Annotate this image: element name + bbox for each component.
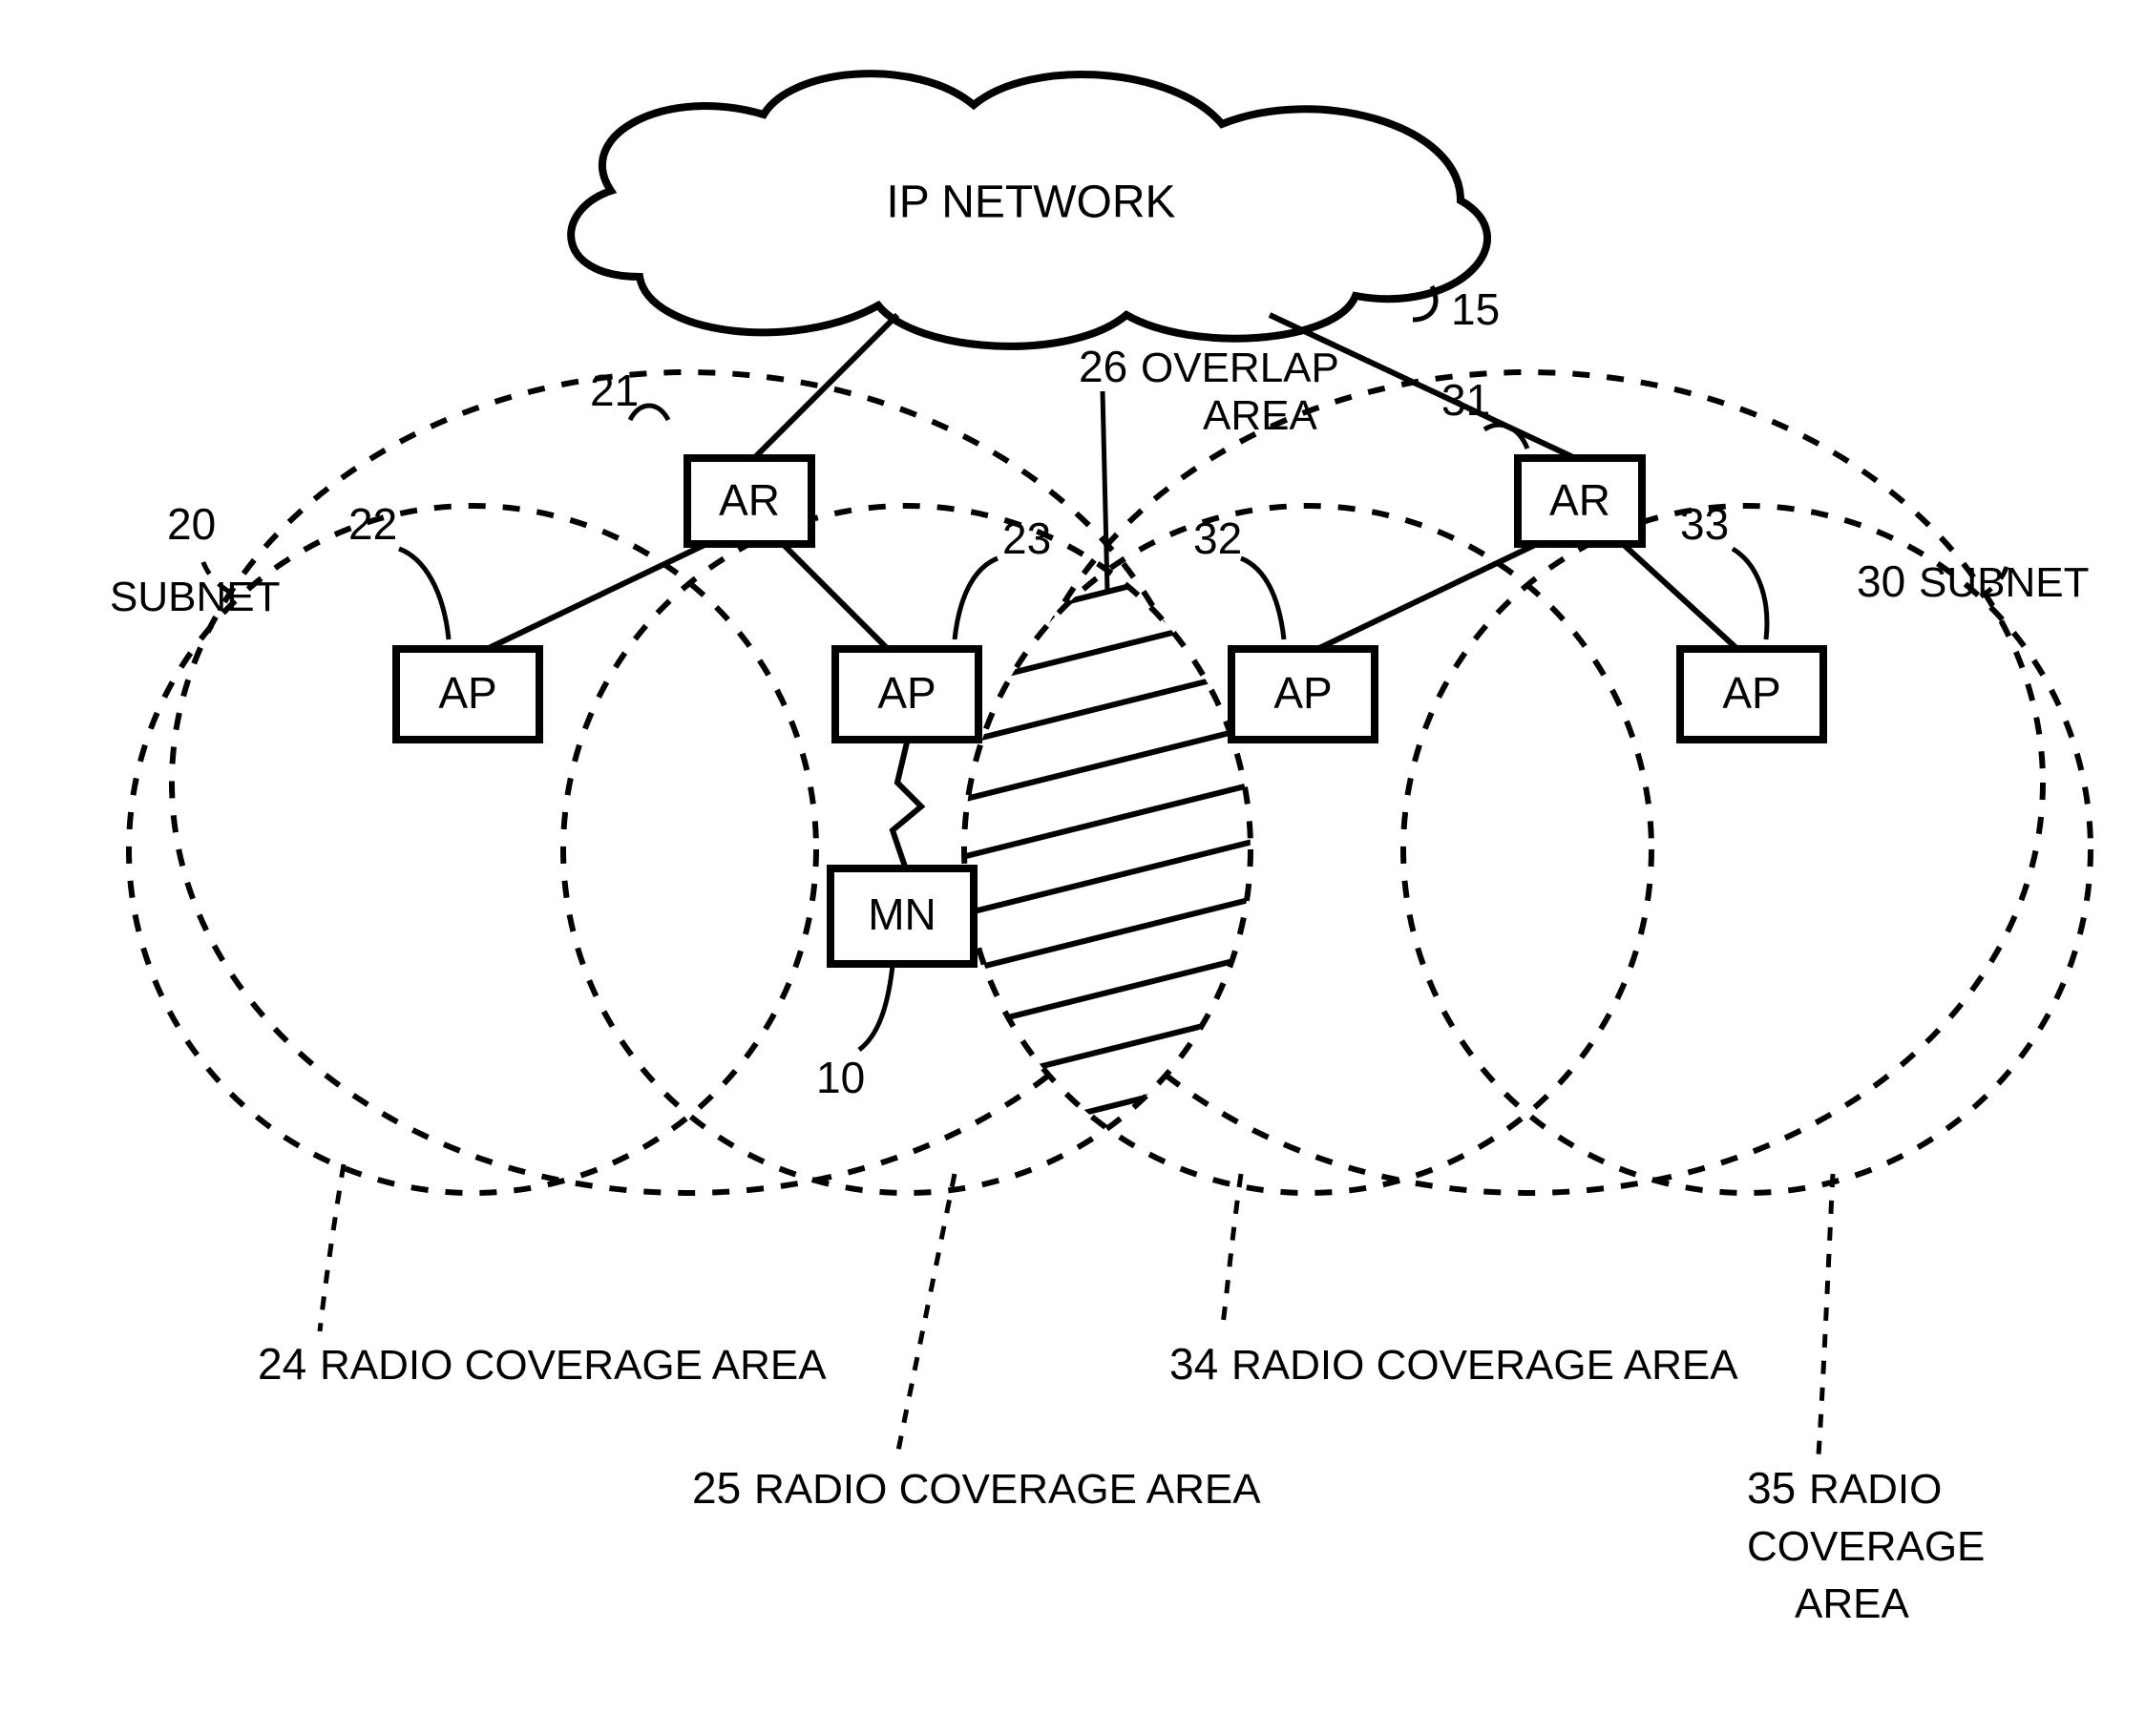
ref-leader-35 xyxy=(1819,1174,1833,1455)
overlap-label-line2: AREA xyxy=(1203,392,1317,439)
ap-22-node: AP xyxy=(396,649,539,740)
ref-num-22: 22 xyxy=(348,499,397,549)
cloud-label: IP NETWORK xyxy=(886,178,1175,228)
ref-leader-32 xyxy=(1241,558,1284,639)
ar-21-label: AR xyxy=(719,475,780,525)
link-ar21-ap22 xyxy=(487,544,706,649)
overlap-label-line1: OVERLAP xyxy=(1141,345,1339,391)
ar-31-label: AR xyxy=(1549,475,1610,525)
ap-23-label: AP xyxy=(877,668,936,718)
overlap-area xyxy=(921,496,1293,1203)
ref-num-21: 21 xyxy=(590,366,639,415)
ref-num-10: 10 xyxy=(816,1053,865,1102)
coverage-35-label-line2: COVERAGE xyxy=(1747,1523,1985,1570)
ar-31-node: AR xyxy=(1518,458,1642,544)
ref-num-34: 34 xyxy=(1169,1339,1218,1389)
ref-num-31: 31 xyxy=(1441,375,1490,425)
ref-num-26: 26 xyxy=(1079,342,1127,391)
coverage-35-label-line3: AREA xyxy=(1795,1580,1909,1627)
ref-leader-24 xyxy=(320,1164,344,1331)
link-cloud-ar21 xyxy=(754,315,897,458)
coverage-34-label: RADIO COVERAGE AREA xyxy=(1231,1342,1738,1389)
ap-32-label: AP xyxy=(1273,668,1332,718)
ref-leader-33 xyxy=(1733,549,1767,639)
subnet-30-label: SUBNET xyxy=(1919,559,2089,606)
ref-leader-10 xyxy=(859,966,893,1050)
ip-network-cloud: IP NETWORK xyxy=(571,73,1487,346)
ref-num-20: 20 xyxy=(167,499,216,549)
ref-num-23: 23 xyxy=(1002,513,1051,563)
ref-leader-26 xyxy=(1103,391,1107,592)
coverage-25-label: RADIO COVERAGE AREA xyxy=(754,1466,1261,1513)
ref-leader-34 xyxy=(1222,1174,1241,1331)
mn-10-node: MN xyxy=(831,868,974,964)
subnet-20-label: SUBNET xyxy=(110,574,280,620)
ref-num-32: 32 xyxy=(1193,513,1242,563)
ref-num-30: 30 xyxy=(1857,556,1905,606)
ref-num-33: 33 xyxy=(1680,499,1729,549)
ref-num-25: 25 xyxy=(692,1463,741,1513)
ref-num-24: 24 xyxy=(258,1339,306,1389)
ref-num-35: 35 xyxy=(1747,1463,1796,1513)
wireless-link-icon xyxy=(893,743,921,867)
ap-33-label: AP xyxy=(1722,668,1780,718)
ref-num-15: 15 xyxy=(1451,284,1500,334)
coverage-35 xyxy=(1403,506,2091,1193)
ar-21-node: AR xyxy=(687,458,811,544)
ap-32-node: AP xyxy=(1231,649,1375,740)
ref-leader-25 xyxy=(897,1174,955,1455)
ap-22-label: AP xyxy=(438,668,496,718)
ref-leader-22 xyxy=(399,549,449,639)
ap-23-node: AP xyxy=(835,649,978,740)
mn-10-label: MN xyxy=(868,889,936,939)
link-ar31-ap32 xyxy=(1317,544,1537,649)
ref-leader-23 xyxy=(955,558,998,639)
coverage-35-label-line1: RADIO xyxy=(1809,1466,1942,1513)
link-ar21-ap23 xyxy=(783,544,888,649)
ap-33-node: AP xyxy=(1680,649,1823,740)
coverage-24-label: RADIO COVERAGE AREA xyxy=(320,1342,827,1389)
link-ar31-ap33 xyxy=(1623,544,1737,649)
